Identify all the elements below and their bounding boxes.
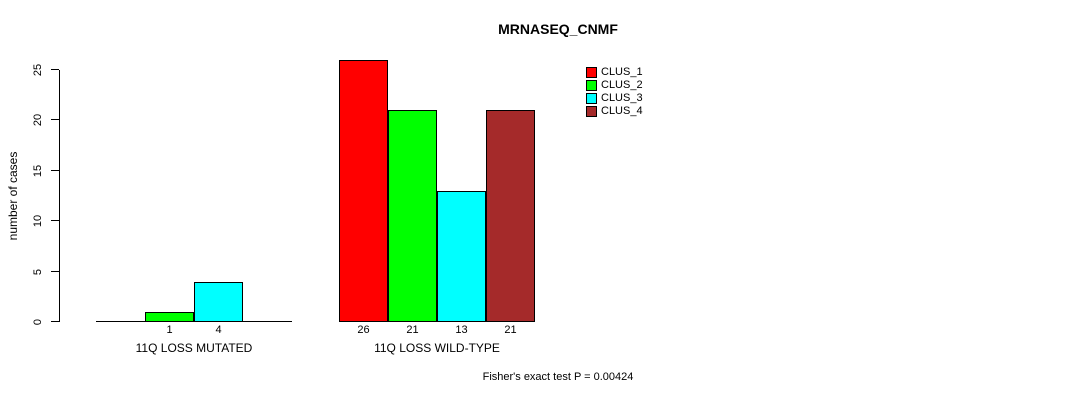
bar-value-label: 13 [455,324,468,336]
bar-value-label: 4 [215,324,222,336]
legend-item: CLUS_4 [586,105,643,118]
bar-value-label: 21 [504,324,517,336]
y-axis-tick [51,321,59,322]
legend-swatch-clus_1 [586,67,597,78]
y-axis-tick [51,271,59,272]
fisher-test-annotation: Fisher's exact test P = 0.00424 [482,371,634,383]
bar-value-label: 1 [166,324,173,336]
legend-swatch-clus_4 [586,106,597,117]
y-axis-tick [51,69,59,70]
y-tick-label: 15 [32,164,44,178]
bar-clus_2 [145,312,194,322]
bar-clus_1-zero [96,321,145,322]
legend-swatch-clus_3 [586,93,597,104]
legend-swatch-clus_2 [586,80,597,91]
bar-clus_1 [339,60,388,322]
bar-value-label: 21 [406,324,419,336]
y-axis-label: number of cases [6,151,20,241]
y-axis-tick [51,170,59,171]
y-tick-label: 5 [32,268,44,276]
bar-clus_4-zero [243,321,292,322]
legend-item: CLUS_3 [586,92,643,105]
chart-title: MRNASEQ_CNMF [498,21,618,37]
y-axis-tick [51,119,59,120]
y-axis-tick [51,220,59,221]
legend-label: CLUS_2 [601,79,643,91]
legend-label: CLUS_1 [601,66,643,78]
group-label: 11Q LOSS WILD-TYPE [374,341,500,355]
bar-clus_3 [194,282,243,322]
legend-item: CLUS_2 [586,79,643,92]
legend: CLUS_1 CLUS_2 CLUS_3 CLUS_4 [586,66,643,118]
bar-clus_4 [486,110,535,322]
y-tick-label: 25 [32,63,44,77]
bar-clus_2 [388,110,437,322]
legend-item: CLUS_1 [586,66,643,79]
group-label: 11Q LOSS MUTATED [135,341,253,355]
y-axis-line [59,70,60,322]
legend-label: CLUS_3 [601,92,643,104]
y-tick-label: 10 [32,214,44,228]
bar-clus_3 [437,191,486,322]
y-tick-label: 0 [32,318,44,326]
y-tick-label: 20 [32,113,44,127]
legend-label: CLUS_4 [601,105,643,117]
bar-value-label: 26 [357,324,370,336]
